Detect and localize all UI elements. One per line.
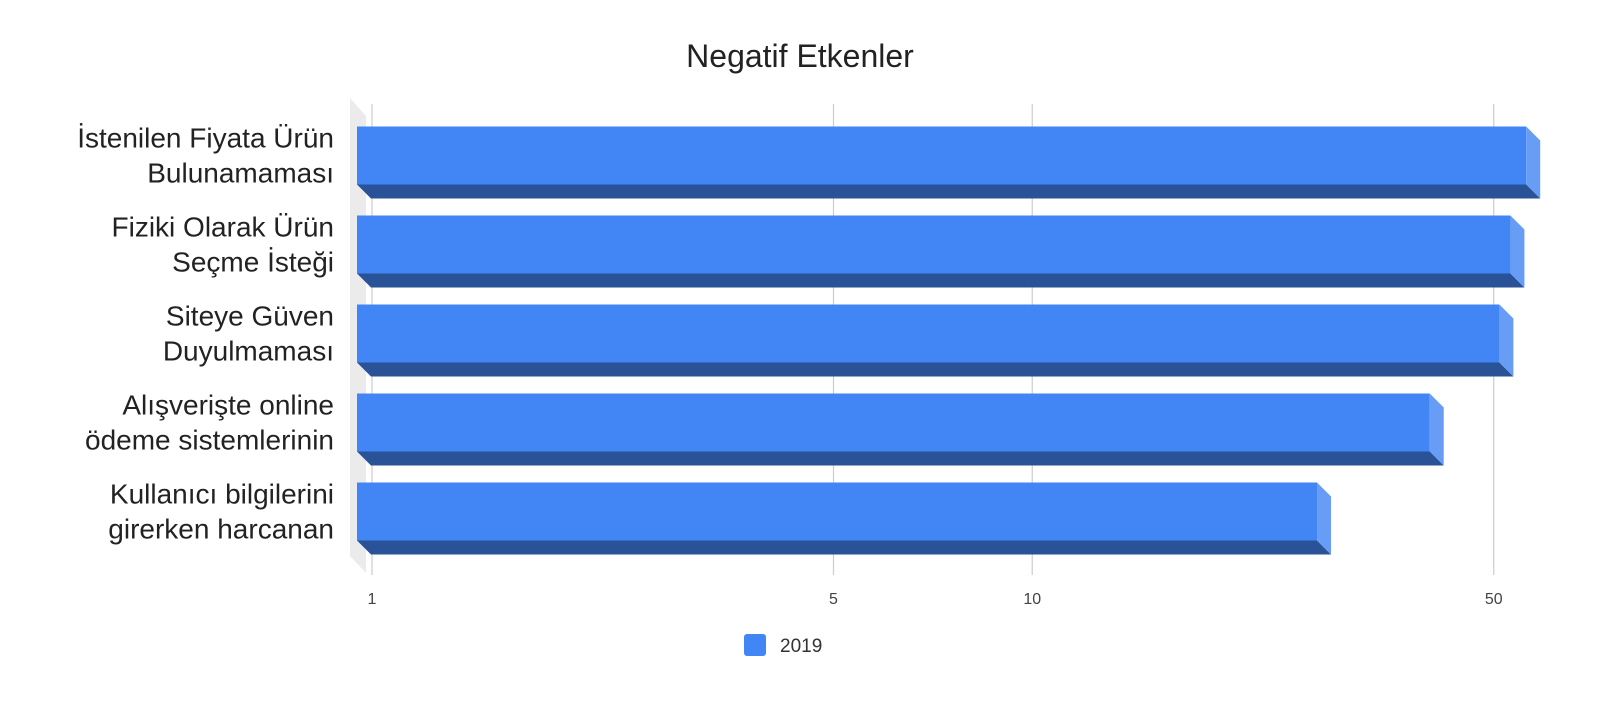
legend-swatch bbox=[744, 634, 766, 656]
legend-label: 2019 bbox=[780, 636, 822, 657]
bar-front bbox=[357, 304, 1500, 363]
bar-bottom-face bbox=[357, 184, 1541, 199]
bar bbox=[357, 126, 1541, 199]
category-label: Kullanıcı bilgilerini girerken harcanan bbox=[108, 479, 334, 545]
bar-bottom-face bbox=[357, 451, 1444, 466]
x-tick-label: 10 bbox=[1023, 591, 1041, 608]
category-label: Alışverişte online ödeme sistemlerinin bbox=[85, 390, 334, 456]
bar-bottom-face bbox=[357, 362, 1514, 377]
x-tick-label: 50 bbox=[1485, 591, 1503, 608]
legend: 2019 bbox=[744, 634, 822, 657]
bar bbox=[357, 393, 1444, 466]
bar-bottom-face bbox=[357, 540, 1332, 555]
bar bbox=[357, 304, 1514, 377]
chart-title: Negatif Etkenler bbox=[686, 38, 914, 74]
bar-end-face bbox=[1510, 215, 1525, 288]
category-label: Fiziki Olarak Ürün Seçme İsteği bbox=[112, 212, 334, 278]
bar-bottom-face bbox=[357, 273, 1525, 288]
bar-front bbox=[357, 215, 1511, 274]
bar-front bbox=[357, 126, 1527, 185]
bar-end-face bbox=[1429, 393, 1444, 466]
category-label: Siteye Güven Duyulmaması bbox=[163, 301, 334, 367]
x-axis-ticks: 1 5 10 50 bbox=[368, 591, 1503, 608]
bar-end-face bbox=[1499, 304, 1514, 377]
category-labels: İstenilen Fiyata Ürün Bulunamaması Fiziki … bbox=[77, 123, 334, 545]
bar-front bbox=[357, 393, 1430, 452]
bars bbox=[357, 126, 1541, 555]
bar-front bbox=[357, 482, 1318, 541]
x-tick-label: 5 bbox=[829, 591, 838, 608]
category-label: İstenilen Fiyata Ürün Bulunamaması bbox=[77, 123, 334, 189]
x-tick-label: 1 bbox=[368, 591, 377, 608]
bar bbox=[357, 215, 1525, 288]
bar-end-face bbox=[1317, 482, 1332, 555]
bar-end-face bbox=[1526, 126, 1541, 199]
bar bbox=[357, 482, 1332, 555]
